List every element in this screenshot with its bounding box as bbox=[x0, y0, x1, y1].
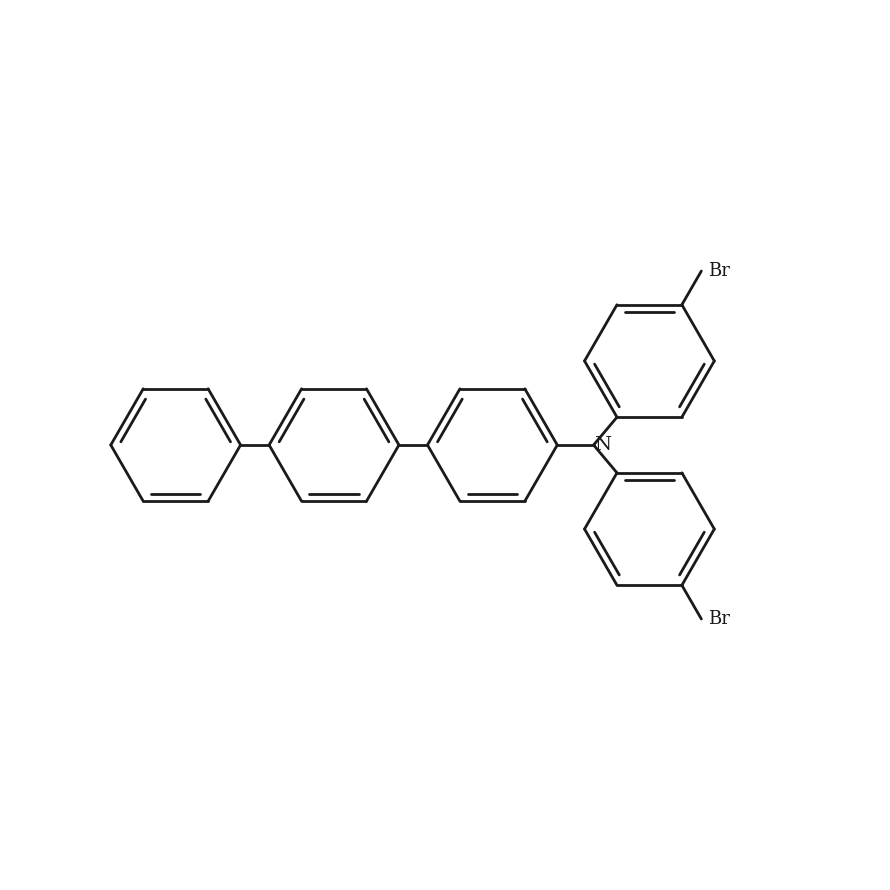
Text: Br: Br bbox=[708, 262, 730, 280]
Text: Br: Br bbox=[708, 610, 730, 628]
Text: N: N bbox=[595, 436, 611, 454]
